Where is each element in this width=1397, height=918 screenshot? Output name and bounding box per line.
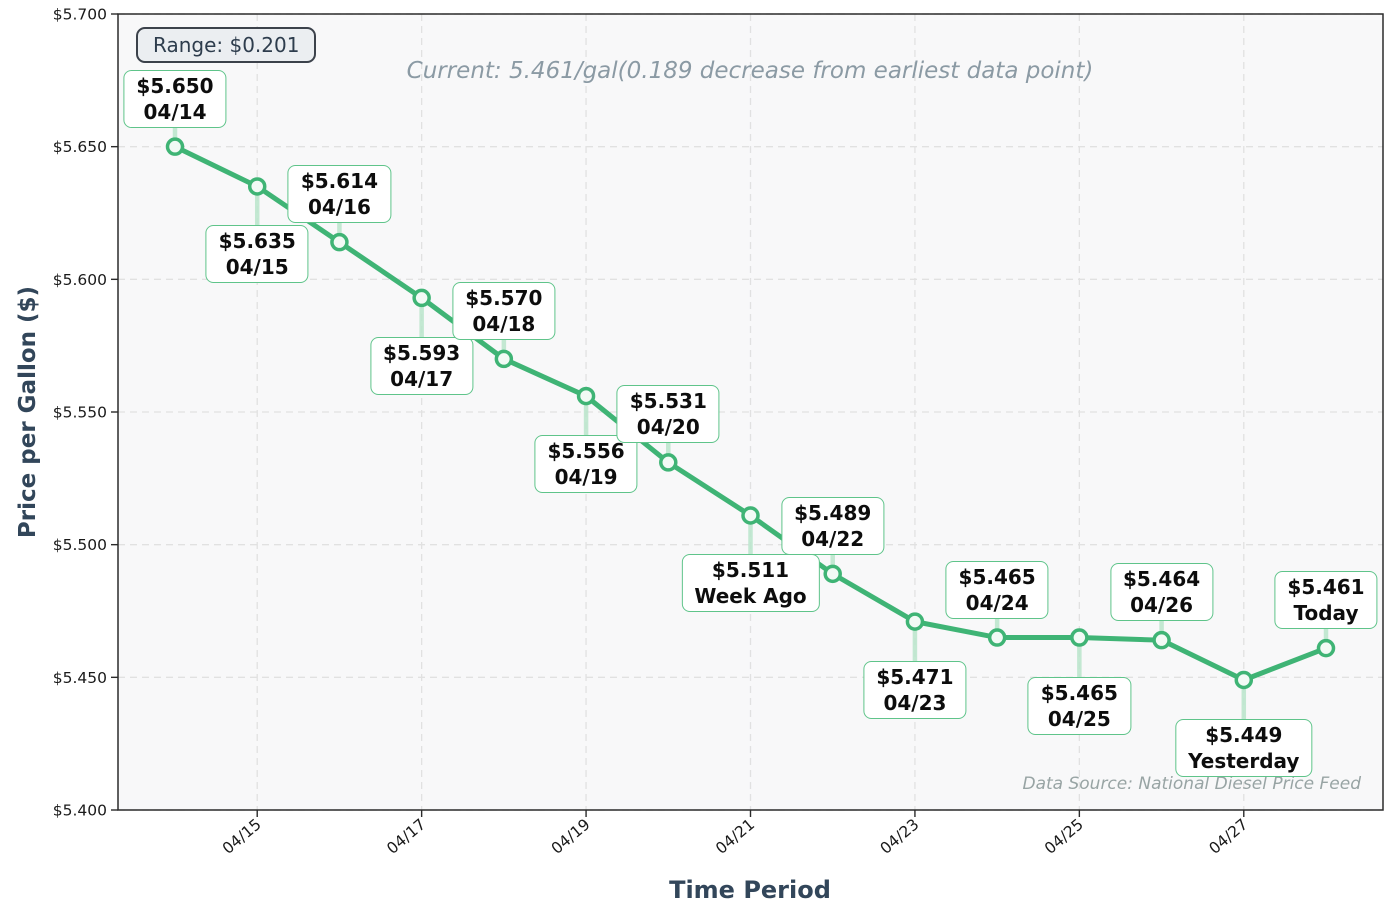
annotation-price: $5.465 xyxy=(958,564,1036,589)
chart-title: Current: 5.461/gal(0.189 decrease from e… xyxy=(406,58,1094,84)
data-point-marker xyxy=(987,628,1007,647)
range-badge: Range: $0.201 xyxy=(136,27,317,63)
data-point-marker xyxy=(823,564,842,584)
annotation-date: Today xyxy=(1293,601,1359,626)
annotation-date: Yesterday xyxy=(1188,748,1300,773)
annotation-price: $5.489 xyxy=(794,500,872,525)
x-tick-label: 04/15 xyxy=(219,815,265,858)
annotation-date: 04/25 xyxy=(1047,706,1111,731)
y-tick-label: $5.650 xyxy=(53,138,107,156)
data-point-annotation: $5.593 04/17 xyxy=(370,336,474,395)
data-point-marker xyxy=(247,177,267,196)
data-point-annotation: $5.465 04/25 xyxy=(1027,676,1131,735)
annotation-date: 04/19 xyxy=(554,465,618,490)
x-axis-label: Time Period xyxy=(669,876,831,904)
data-point-annotation: $5.511 Week Ago xyxy=(681,554,820,613)
annotation-date: 04/17 xyxy=(390,366,454,391)
annotation-date: 04/14 xyxy=(143,99,207,124)
annotation-price: $5.635 xyxy=(218,229,296,254)
data-point-annotation: $5.570 04/18 xyxy=(452,281,556,340)
x-tick-label: 04/23 xyxy=(877,815,923,858)
annotation-date: 04/22 xyxy=(801,526,865,551)
data-point-marker xyxy=(330,232,349,252)
y-tick-label: $5.700 xyxy=(53,6,107,24)
data-point-annotation: $5.449 Yesterday xyxy=(1175,718,1313,777)
data-point-annotation: $5.556 04/19 xyxy=(534,435,638,494)
data-point-marker xyxy=(1316,638,1336,658)
data-point-annotation: $5.650 04/14 xyxy=(123,69,227,128)
data-point-marker xyxy=(576,386,596,406)
annotation-price: $5.471 xyxy=(876,664,954,689)
plot-frame xyxy=(117,13,1384,811)
y-axis-label: Price per Gallon ($) xyxy=(15,285,41,539)
annotation-price: $5.593 xyxy=(383,340,461,365)
y-tick-label: $5.550 xyxy=(53,404,107,422)
y-tick-label: $5.400 xyxy=(53,802,107,820)
data-point-marker xyxy=(905,612,925,631)
data-point-annotation: $5.531 04/20 xyxy=(616,385,720,444)
annotation-date: 04/20 xyxy=(636,415,700,440)
annotation-price: $5.511 xyxy=(711,558,790,583)
data-point-annotation: $5.464 04/26 xyxy=(1109,563,1214,622)
annotation-date: Week Ago xyxy=(694,584,807,609)
annotation-price: $5.556 xyxy=(547,439,625,464)
annotation-price: $5.570 xyxy=(465,285,543,310)
x-tick-label: 04/27 xyxy=(1206,815,1252,858)
data-point-marker xyxy=(494,349,514,369)
annotation-date: 04/15 xyxy=(225,255,289,280)
annotation-price: $5.464 xyxy=(1122,567,1201,592)
x-tick-label: 04/21 xyxy=(712,815,758,858)
data-point-marker xyxy=(165,137,185,156)
annotation-price: $5.614 xyxy=(300,169,379,194)
y-tick-label: $5.600 xyxy=(53,271,107,289)
data-point-annotation: $5.461 Today xyxy=(1274,571,1378,630)
annotation-date: 04/16 xyxy=(307,195,371,220)
annotation-date: 04/26 xyxy=(1130,593,1194,618)
x-tick-label: 04/25 xyxy=(1041,815,1087,858)
annotation-date: 04/18 xyxy=(472,311,536,336)
data-point-annotation: $5.489 04/22 xyxy=(781,496,885,555)
data-point-marker xyxy=(1152,630,1171,650)
data-point-marker xyxy=(659,453,678,472)
annotation-price: $5.650 xyxy=(136,73,214,98)
x-tick-label: 04/19 xyxy=(548,815,594,858)
data-point-annotation: $5.614 04/16 xyxy=(287,165,392,224)
annotation-price: $5.531 xyxy=(629,389,707,414)
annotation-date: 04/24 xyxy=(965,590,1029,615)
data-source-note: Data Source: National Diesel Price Feed xyxy=(1022,774,1361,794)
y-tick-label: $5.450 xyxy=(53,669,107,687)
annotation-price: $5.449 xyxy=(1205,722,1283,747)
data-point-marker xyxy=(1234,670,1254,690)
annotation-price: $5.465 xyxy=(1040,680,1118,705)
annotation-price: $5.461 xyxy=(1287,575,1365,600)
data-point-marker xyxy=(412,288,431,308)
data-point-annotation: $5.471 04/23 xyxy=(863,660,967,719)
data-point-annotation: $5.635 04/15 xyxy=(205,225,309,284)
x-tick-label: 04/17 xyxy=(383,815,429,858)
data-point-marker xyxy=(741,506,760,525)
data-point-annotation: $5.465 04/24 xyxy=(945,560,1049,619)
annotation-date: 04/23 xyxy=(883,690,947,715)
data-point-marker xyxy=(1070,628,1089,647)
y-tick-label: $5.500 xyxy=(53,536,107,554)
